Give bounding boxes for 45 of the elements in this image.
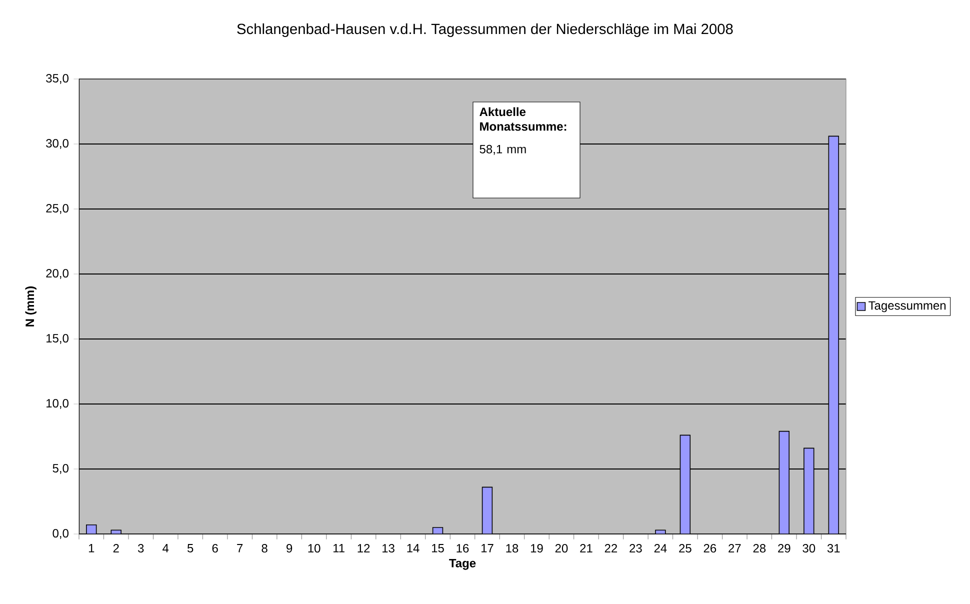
chart-title: Schlangenbad-Hausen v.d.H. Tagessummen der Niederschläge im Mai 2008 bbox=[237, 23, 733, 38]
x-tick-label: 8 bbox=[262, 544, 268, 553]
x-tick-label: 23 bbox=[630, 544, 642, 553]
x-tick-label: 25 bbox=[679, 544, 692, 553]
x-tick-label: 18 bbox=[506, 544, 518, 553]
x-tick-label: 27 bbox=[728, 544, 741, 552]
x-tick-label: 5 bbox=[187, 544, 194, 552]
x-tick-label: 26 bbox=[704, 544, 716, 553]
x-tick-label: 20 bbox=[555, 544, 568, 553]
x-tick-label: 31 bbox=[827, 544, 840, 553]
x-axis-title: Tage bbox=[449, 559, 476, 570]
x-tick-label: 17 bbox=[481, 544, 494, 552]
x-tick-label: 9 bbox=[286, 544, 292, 553]
x-tick-label: 6 bbox=[212, 544, 218, 553]
annotation: Aktuelle Monatssumme: bbox=[480, 107, 566, 131]
y-axis-title: N (mm) bbox=[25, 286, 36, 326]
x-tick-label: 13 bbox=[382, 544, 394, 553]
x-tick-label: 28 bbox=[753, 544, 766, 553]
legend-label: Tagessummen bbox=[868, 301, 946, 312]
x-tick-label: 16 bbox=[456, 544, 469, 553]
x-tick-label: 12 bbox=[358, 544, 370, 552]
x-tick-label: 4 bbox=[162, 544, 169, 552]
y-tick-label: 25,0 bbox=[46, 204, 68, 214]
x-tick-label: 7 bbox=[237, 544, 243, 552]
x-tick-label: 2 bbox=[113, 544, 119, 552]
x-tick-label: 22 bbox=[604, 544, 618, 552]
x-tick-label: 21 bbox=[580, 544, 592, 552]
x-tick-label: 24 bbox=[654, 544, 667, 552]
x-tick-label: 10 bbox=[308, 544, 320, 553]
annotation: 58,1 mm bbox=[480, 144, 526, 155]
x-tick-label: 15 bbox=[432, 544, 444, 552]
y-tick-label: 0,0 bbox=[52, 529, 68, 539]
y-tick-label: 10,0 bbox=[46, 399, 68, 409]
y-tick-label: 5,0 bbox=[52, 464, 68, 474]
x-tick-label: 30 bbox=[802, 544, 816, 553]
y-tick-label: 15,0 bbox=[46, 334, 68, 344]
y-tick-label: 35,0 bbox=[46, 74, 68, 84]
x-tick-label: 1 bbox=[88, 544, 94, 552]
y-tick-label: 30,0 bbox=[46, 139, 68, 149]
x-tick-label: 19 bbox=[530, 544, 543, 553]
x-tick-label: 14 bbox=[407, 544, 420, 552]
y-tick-label: 20,0 bbox=[46, 269, 68, 279]
x-tick-label: 11 bbox=[333, 544, 344, 552]
x-tick-label: 3 bbox=[138, 544, 144, 553]
x-tick-label: 29 bbox=[778, 544, 790, 553]
